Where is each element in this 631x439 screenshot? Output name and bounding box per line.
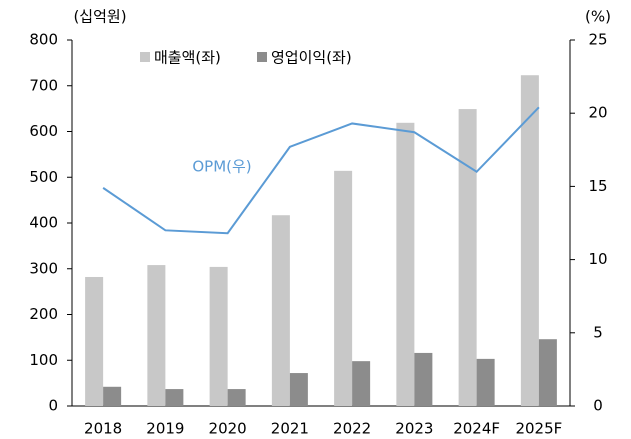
bar — [271, 215, 290, 406]
y2-tick-label: 20 — [588, 104, 607, 122]
bar — [414, 352, 433, 406]
x-tick-label: 2021 — [271, 420, 309, 438]
bar — [85, 276, 104, 406]
line — [102, 106, 540, 235]
y2-tick-label: 25 — [588, 31, 607, 49]
bar — [352, 361, 371, 406]
bar — [538, 339, 557, 406]
legend-label: 매출액(좌) — [154, 49, 221, 67]
legend-label: 영업이익(좌) — [271, 49, 352, 67]
x-tick-label: 2023 — [395, 420, 433, 438]
x-tick-label: 2025F — [515, 420, 562, 438]
y-tick-label: 800 — [29, 31, 58, 49]
bar — [458, 109, 477, 407]
y-tick-label: 700 — [29, 76, 58, 94]
bar — [396, 122, 415, 407]
y-tick-label: 600 — [29, 122, 58, 140]
bar — [334, 170, 353, 406]
y-tick-label: 500 — [29, 168, 58, 186]
x-tick-label: 2022 — [333, 420, 371, 438]
y2-tick-label: 10 — [588, 250, 607, 268]
y-tick-label: 400 — [29, 214, 58, 232]
y-tick-label: 300 — [29, 259, 58, 277]
bar — [165, 389, 184, 406]
bar — [520, 75, 539, 406]
y2-axis-label: (%) — [585, 8, 611, 26]
line-label: OPM(우) — [192, 158, 251, 176]
legend-swatch — [140, 52, 150, 62]
x-tick-label: 2019 — [146, 420, 184, 438]
x-tick-label: 2024F — [453, 420, 500, 438]
legend-swatch — [257, 52, 267, 62]
y-tick-label: 0 — [48, 397, 58, 415]
bar — [476, 358, 495, 406]
y2-tick-label: 5 — [593, 323, 603, 341]
bar — [103, 386, 122, 406]
y2-tick-label: 15 — [588, 177, 607, 195]
bar — [289, 373, 308, 406]
bar — [227, 389, 246, 406]
y-axis-label: (십억원) — [73, 8, 126, 26]
bar — [147, 265, 166, 406]
y2-tick-label: 0 — [593, 397, 603, 415]
x-tick-label: 2020 — [209, 420, 247, 438]
bar — [209, 266, 228, 406]
x-tick-label: 2018 — [84, 420, 122, 438]
y-tick-label: 200 — [29, 305, 58, 323]
y-tick-label: 100 — [29, 351, 58, 369]
